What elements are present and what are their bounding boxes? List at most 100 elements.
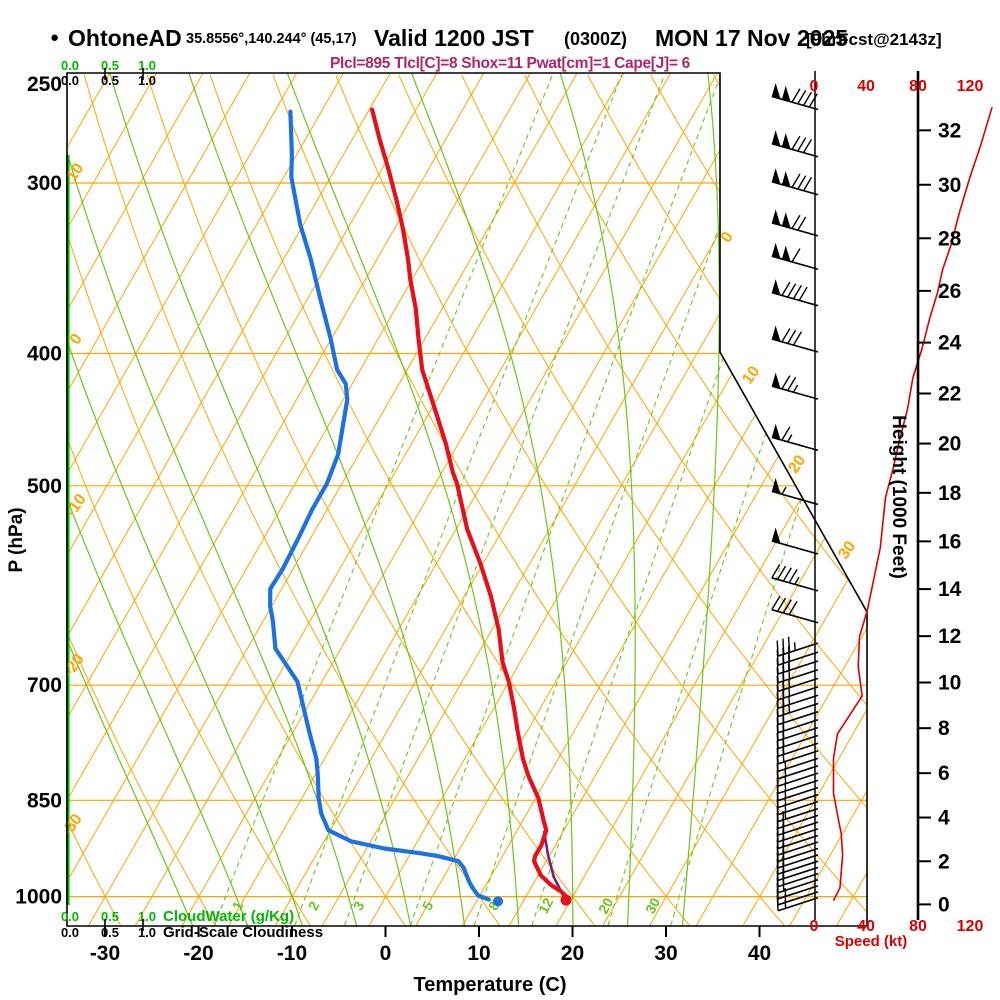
mixing-ratio-label: 12 (535, 895, 557, 916)
dry-adiabat-line (209, 74, 690, 926)
mixing-ratio-line (294, 74, 623, 926)
dry-adiabat-line (272, 74, 785, 926)
cloudwater-tick-label-top: 0.0 (61, 58, 79, 73)
speed-tick-label-top: 80 (909, 78, 927, 95)
pressure-tick-label: 400 (27, 343, 62, 366)
wind-barb (771, 242, 819, 271)
pressure-tick-label: 250 (27, 73, 62, 96)
height-tick-label: 30 (938, 174, 961, 197)
isotherm-line (274, 73, 765, 926)
temperature-tick-label: -30 (90, 942, 120, 965)
height-tick-label: 12 (938, 625, 961, 648)
dry-adiabat-label: -30 (59, 811, 86, 840)
dry-adiabat-line (67, 74, 311, 926)
zulu-time: (0300Z) (564, 29, 628, 49)
isotherm-line (0, 73, 16, 926)
mixing-ratio-label: 2 (305, 898, 323, 913)
isotherm-line (67, 73, 344, 926)
wind-barb (776, 895, 819, 912)
temperature-tick-label: 30 (654, 942, 677, 965)
isotherm-line (67, 73, 485, 926)
temperature-tick-label: 0 (380, 942, 392, 965)
cloudiness-tick-label-bottom: 0.0 (61, 925, 79, 940)
isotherm-line (67, 73, 391, 926)
wind-barb (771, 564, 819, 592)
moist-adiabat-line (108, 73, 412, 926)
temperature-curve (370, 107, 571, 901)
isotherm-label: 30 (835, 538, 859, 562)
cloudiness-axis-title: Grid-Scale Cloudiness (163, 924, 323, 941)
moist-adiabat-line (681, 73, 720, 926)
isotherm-line (67, 73, 251, 926)
pressure-axis-title: P (hPa) (6, 507, 27, 572)
dry-adiabat-line (83, 74, 501, 926)
isotherm-line (67, 73, 531, 926)
valid-time: Valid 1200 JST (374, 25, 534, 51)
pressure-tick-label: 500 (27, 475, 62, 498)
mixing-ratio-line (344, 74, 666, 926)
dry-adiabat-line (67, 74, 216, 926)
height-tick-label: 4 (938, 807, 950, 830)
moist-adiabat-line (409, 73, 574, 926)
moist-adiabat-line (67, 73, 194, 926)
mixing-ratio-line (473, 74, 776, 926)
isotherm-line (228, 73, 718, 926)
dry-adiabat-line (524, 74, 867, 926)
pressure-tick-label: 1000 (15, 886, 62, 909)
isotherm-label: 10 (739, 363, 763, 387)
plot-frame (66, 72, 868, 927)
speed-axis-title: Speed (kt) (835, 933, 908, 950)
cloudiness-tick-label-top: 0.0 (61, 73, 79, 88)
isotherm-line (134, 73, 625, 926)
cloudwater-tick-label-top: 0.5 (101, 58, 119, 73)
cloudiness-tick-label-bottom: 1.0 (138, 925, 156, 940)
dry-adiabat-line (398, 74, 867, 926)
height-tick-label: 24 (938, 332, 962, 355)
temperature-tick-label: 10 (467, 942, 490, 965)
isotherm-line (87, 73, 578, 926)
wind-speed-curve (832, 106, 993, 902)
height-tick-label: 16 (938, 530, 961, 553)
moist-adiabat-line (67, 73, 249, 926)
moist-adiabat-line (67, 73, 358, 926)
height-tick-label: 18 (938, 482, 962, 505)
isotherm-line (67, 73, 438, 926)
dewpoint-curve (268, 109, 491, 902)
cloudwater-tick-label-bottom: 1.0 (138, 909, 156, 924)
wind-barb (776, 875, 819, 894)
dry-adiabat-line (335, 74, 867, 926)
moist-adiabat-line (558, 73, 636, 926)
wind-barb (771, 477, 819, 506)
speed-tick-label-top: 0 (810, 78, 819, 95)
speed-tick-label-bottom: 0 (810, 918, 819, 935)
wind-barb (771, 130, 819, 158)
wind-barb (771, 168, 819, 196)
moist-adiabat-line (67, 73, 303, 926)
wind-barb (771, 209, 819, 237)
pressure-tick-label: 700 (27, 674, 62, 697)
isotherm-line (742, 73, 867, 926)
cloudiness-tick-label-bottom: 0.5 (101, 925, 119, 940)
mixing-ratio-label: 5 (419, 898, 437, 913)
height-tick-label: 26 (938, 280, 961, 303)
wind-barb (771, 423, 819, 452)
wind-barb (771, 595, 819, 624)
temperature-tick-label: -10 (277, 942, 307, 965)
wind-barb (771, 527, 819, 555)
forecast-run-info: [9hrFcst@2143z] (806, 30, 942, 49)
height-tick-label: 10 (938, 671, 961, 694)
height-tick-label: 20 (938, 433, 961, 456)
cloudwater-tick-label-bottom: 0.0 (61, 909, 79, 924)
isotherm-line (415, 73, 867, 926)
isotherm-line (181, 73, 672, 926)
plot-grid (0, 73, 867, 926)
height-tick-label: 0 (938, 893, 950, 916)
moist-adiabat-line (187, 73, 466, 926)
mixing-ratio-label: 30 (642, 895, 664, 916)
surface-temperature-dot (560, 894, 572, 906)
isotherm-line (461, 73, 867, 926)
cloudwater-tick-label-bottom: 0.5 (101, 909, 119, 924)
wind-barb (771, 325, 819, 353)
